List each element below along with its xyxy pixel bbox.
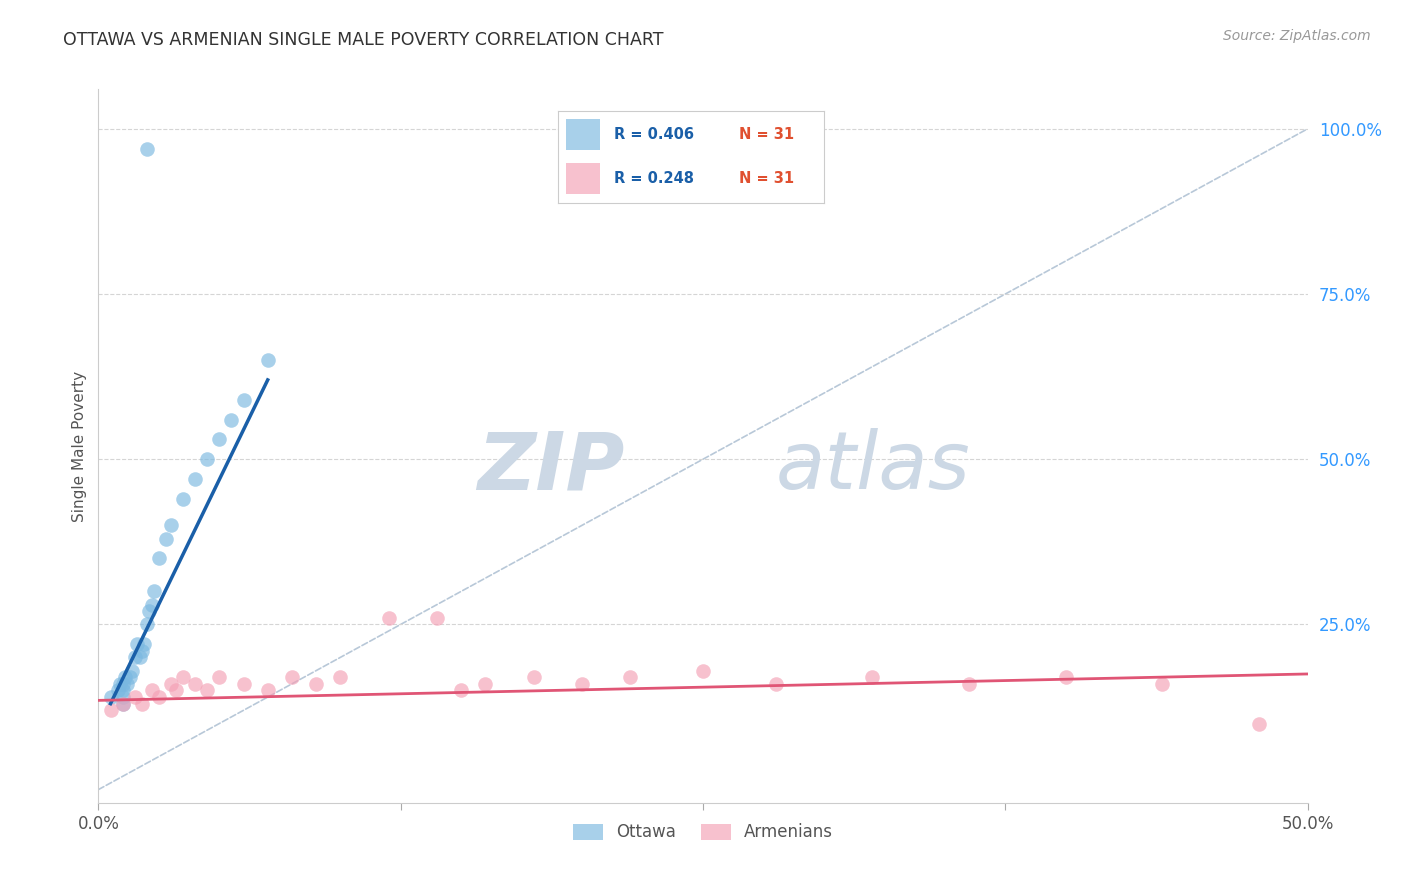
Point xyxy=(571,677,593,691)
Text: ZIP: ZIP xyxy=(477,428,624,507)
Point xyxy=(148,551,170,566)
Point xyxy=(114,670,136,684)
Point xyxy=(121,664,143,678)
Point xyxy=(860,670,883,684)
Text: atlas: atlas xyxy=(776,428,970,507)
Point xyxy=(124,690,146,704)
Point xyxy=(1249,716,1271,731)
Point xyxy=(165,683,187,698)
Point xyxy=(118,670,141,684)
Point xyxy=(195,452,218,467)
Point xyxy=(131,644,153,658)
Point xyxy=(141,683,163,698)
Point xyxy=(111,690,134,704)
Point xyxy=(111,683,134,698)
Point xyxy=(256,353,278,368)
Point xyxy=(107,683,129,698)
Point xyxy=(281,670,304,684)
Point xyxy=(100,690,122,704)
Point xyxy=(172,491,194,506)
Point xyxy=(232,392,254,407)
Point xyxy=(474,677,496,691)
Point xyxy=(148,690,170,704)
Point xyxy=(135,142,157,156)
Point xyxy=(131,697,153,711)
Point xyxy=(141,598,163,612)
Point xyxy=(232,677,254,691)
Point xyxy=(1152,677,1174,691)
Point xyxy=(160,518,183,533)
Point xyxy=(692,664,714,678)
Point xyxy=(765,677,787,691)
Point xyxy=(100,703,122,717)
Point xyxy=(155,532,177,546)
Text: Source: ZipAtlas.com: Source: ZipAtlas.com xyxy=(1223,29,1371,43)
Legend: Ottawa, Armenians: Ottawa, Armenians xyxy=(567,817,839,848)
Point xyxy=(957,677,980,691)
Point xyxy=(523,670,546,684)
Point xyxy=(172,670,194,684)
Point xyxy=(127,637,149,651)
Point xyxy=(134,637,156,651)
Point xyxy=(111,697,134,711)
Point xyxy=(111,677,134,691)
Point xyxy=(426,611,449,625)
Point xyxy=(208,433,231,447)
Point xyxy=(111,697,134,711)
Point xyxy=(143,584,166,599)
Point xyxy=(195,683,218,698)
Point xyxy=(108,677,131,691)
Point xyxy=(256,683,278,698)
Point xyxy=(208,670,231,684)
Point xyxy=(377,611,399,625)
Point xyxy=(450,683,472,698)
Point xyxy=(135,617,157,632)
Point xyxy=(184,472,207,486)
Point xyxy=(329,670,352,684)
Point xyxy=(305,677,328,691)
Point xyxy=(128,650,150,665)
Point xyxy=(117,677,139,691)
Point xyxy=(138,604,160,618)
Point xyxy=(124,650,146,665)
Point xyxy=(221,412,243,426)
Point xyxy=(619,670,641,684)
Y-axis label: Single Male Poverty: Single Male Poverty xyxy=(72,370,87,522)
Point xyxy=(184,677,207,691)
Point xyxy=(1054,670,1077,684)
Text: OTTAWA VS ARMENIAN SINGLE MALE POVERTY CORRELATION CHART: OTTAWA VS ARMENIAN SINGLE MALE POVERTY C… xyxy=(63,31,664,49)
Point xyxy=(160,677,183,691)
